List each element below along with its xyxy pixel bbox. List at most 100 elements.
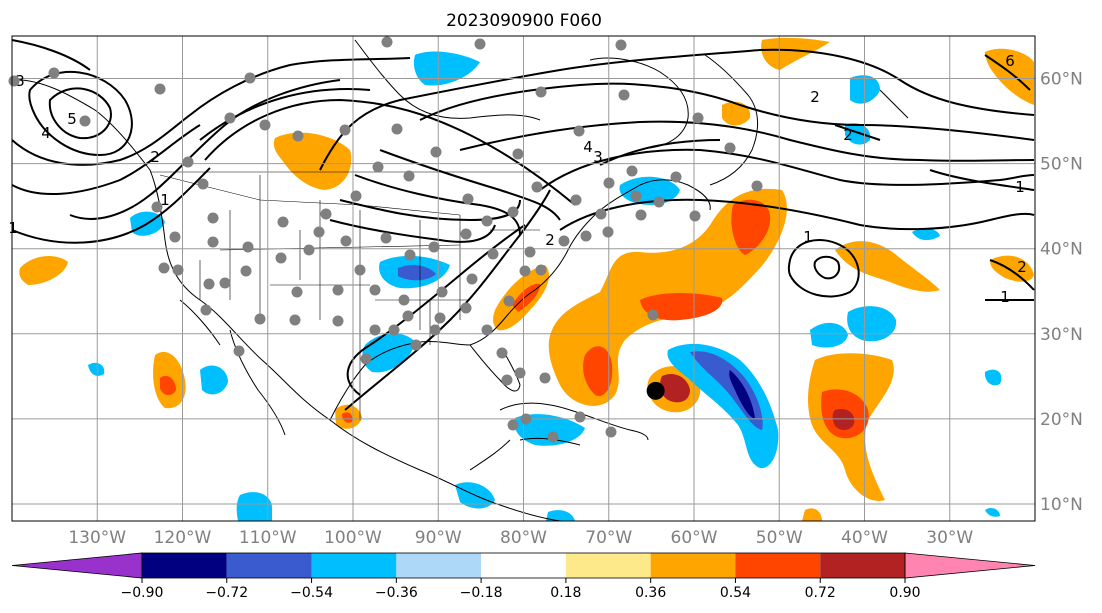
positive-anomaly-region [19, 256, 68, 285]
observation-dot [595, 208, 607, 220]
contour-label: 2 [843, 126, 853, 144]
negative-anomaly-region [984, 369, 1002, 386]
observation-dot [332, 284, 344, 296]
observation-dot [573, 125, 585, 137]
positive-anomaly-core [832, 408, 855, 430]
observation-dot [197, 178, 209, 190]
observation-dot [487, 248, 499, 260]
observation-dot [535, 264, 547, 276]
observation-dot [292, 130, 304, 142]
observation-dot [8, 75, 20, 87]
colorbar-tick-label: −0.18 [460, 585, 503, 601]
positive-anomaly-region [990, 255, 1034, 282]
observation-dot [460, 302, 472, 314]
observation-dot [224, 112, 236, 124]
observation-dot [313, 226, 325, 238]
observation-dot [519, 265, 531, 277]
negative-anomaly-region [88, 362, 105, 376]
observation-dot [291, 286, 303, 298]
observation-dot [332, 315, 344, 327]
observation-dot [751, 180, 763, 192]
gridlines [12, 36, 1035, 521]
observation-dot [289, 314, 301, 326]
colorbar-segment [481, 553, 566, 578]
colorbar-segment [565, 553, 651, 578]
longitude-tick-label: 30°W [926, 528, 973, 548]
observation-dot [496, 347, 508, 359]
latitude-tick-label: 60°N [1040, 70, 1083, 90]
observation-dot [558, 235, 570, 247]
negative-anomaly-region [667, 343, 779, 469]
observation-dot [207, 212, 219, 224]
anomaly-shading [19, 37, 1034, 521]
longitude-tick-label: 80°W [500, 528, 547, 548]
colorbar-segment [650, 553, 736, 578]
contour-label: 2 [1017, 258, 1027, 276]
latitude-tick-label: 40°N [1040, 240, 1083, 260]
longitude-tick-label: 90°W [415, 528, 462, 548]
positive-anomaly-core [160, 375, 176, 396]
longitude-tick-label: 70°W [585, 528, 632, 548]
observation-dot [514, 367, 526, 379]
observation-dot [524, 246, 536, 258]
observation-dot [428, 241, 440, 253]
negative-anomaly-region [810, 322, 848, 348]
observation-dot [154, 83, 166, 95]
colorbar-tick-label: 0.54 [720, 585, 751, 601]
positive-anomaly-region [722, 101, 751, 126]
observation-dot [339, 124, 351, 136]
colorbar-segment [396, 553, 482, 578]
contour-label: 1 [803, 228, 813, 246]
longitude-tick-label: 50°W [756, 528, 803, 548]
contour-label: 4 [583, 138, 593, 156]
longitude-tick-label: 100°W [324, 528, 382, 548]
observation-dot [403, 170, 415, 182]
colorbar-segment [820, 553, 905, 578]
observation-dot [580, 230, 592, 242]
negative-anomaly-region [912, 228, 940, 241]
observation-dot [158, 262, 170, 274]
observation-dot [630, 190, 642, 202]
observation-dot [653, 196, 665, 208]
contour-label: 2 [150, 148, 160, 166]
positive-anomaly-region [273, 132, 352, 190]
colorbar-tick-label: −0.36 [375, 585, 418, 601]
observation-dot [233, 345, 245, 357]
longitude-tick-label: 120°W [154, 528, 212, 548]
observation-dot [689, 210, 701, 222]
observation-dot [391, 123, 403, 135]
observation-dot [430, 146, 442, 158]
observation-dot [547, 431, 559, 443]
observation-dot [169, 231, 181, 243]
negative-anomaly-region [845, 123, 871, 145]
observation-dot [462, 193, 474, 205]
observation-dot [398, 294, 410, 306]
contour-label: 1 [1000, 288, 1010, 306]
observation-dot [369, 284, 381, 296]
positive-anomaly-region [731, 199, 771, 255]
observation-dot [535, 86, 547, 98]
observation-dot [503, 295, 515, 307]
contour-label: 6 [1005, 52, 1015, 70]
latitude-tick-label: 20°N [1040, 410, 1083, 430]
height-contours [11, 39, 1035, 411]
observation-dot [79, 115, 91, 127]
colorbar-tick-label: 0.18 [550, 585, 581, 601]
observation-dot [380, 232, 392, 244]
contour-label: 4 [41, 124, 51, 142]
negative-anomaly-region [514, 414, 585, 446]
observation-dot [402, 310, 414, 322]
observation-dots [8, 36, 763, 443]
observation-dot [350, 190, 362, 202]
observation-dot [434, 312, 446, 324]
observation-dot [615, 39, 627, 51]
negative-anomaly-region [546, 510, 575, 521]
positive-anomaly-core [660, 373, 690, 403]
observation-dot [507, 206, 519, 218]
observation-dot [603, 177, 615, 189]
colorbar-frame [141, 552, 906, 579]
observation-dot [618, 89, 630, 101]
observation-dot [303, 244, 315, 256]
